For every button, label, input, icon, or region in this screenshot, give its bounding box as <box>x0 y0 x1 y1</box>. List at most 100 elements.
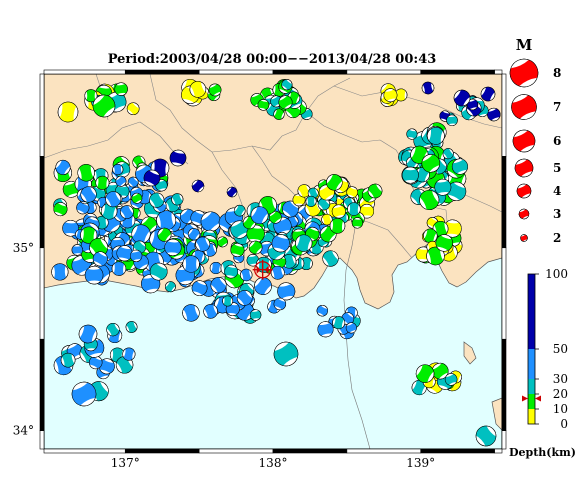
depth-color-band <box>528 394 535 409</box>
focal-mechanism-marker <box>171 193 184 206</box>
focal-mechanism-marker <box>271 234 290 253</box>
epicenter-arrows <box>256 265 269 274</box>
focal-mechanism-marker <box>427 127 445 145</box>
focal-mechanism-marker <box>329 218 346 234</box>
focal-mechanism-marker <box>141 274 161 294</box>
magnitude-legend-label: 2 <box>553 231 561 245</box>
focal-mechanism-marker <box>217 236 228 248</box>
focal-mechanism-marker <box>351 217 364 229</box>
depth-tick-label: 0 <box>560 417 568 431</box>
magnitude-legend-symbol <box>511 94 537 120</box>
focal-mechanism-marker <box>112 164 124 176</box>
epicenter-star-icon <box>252 259 273 280</box>
longitude-tick-label: 139° <box>406 456 435 470</box>
focal-mechanism-marker <box>115 175 127 187</box>
focal-mechanism-marker <box>401 166 419 184</box>
focal-mechanism-marker <box>188 228 201 241</box>
focal-mechanism-marker <box>80 186 97 203</box>
focal-mechanism-marker <box>347 202 361 216</box>
magnitude-legend-symbol <box>520 234 528 242</box>
focal-mechanism-marker <box>421 81 435 95</box>
depth-tick-label: 20 <box>553 387 568 401</box>
focal-mechanism-marker <box>295 234 313 252</box>
focal-mechanism-marker <box>277 282 296 301</box>
focal-mechanism-marker <box>156 210 177 231</box>
magnitude-legend: M 8 7 6 5 4 3 2 <box>509 36 561 245</box>
focal-mechanism-marker <box>71 381 97 407</box>
focal-mechanism-marker <box>114 82 128 96</box>
focal-mechanism-marker <box>189 81 207 98</box>
focal-mechanism-marker <box>236 290 253 306</box>
focal-mechanism-marker <box>55 159 71 175</box>
focal-mechanism-marker <box>406 128 418 140</box>
magnitude-legend-title: M <box>516 36 533 54</box>
focal-mechanism-marker <box>165 281 176 293</box>
focal-mechanism-marker <box>210 277 227 294</box>
focal-mechanism-marker <box>164 238 182 256</box>
focal-mechanism-marker <box>446 114 458 127</box>
focal-mechanism-marker <box>100 203 118 220</box>
magnitude-legend-symbol <box>512 129 536 153</box>
focal-mechanism-marker <box>444 373 458 386</box>
focal-mechanism-marker <box>421 154 441 173</box>
focal-mechanism-marker <box>443 219 462 238</box>
focal-mechanism-marker <box>431 362 449 380</box>
focal-mechanism-marker <box>270 265 285 280</box>
focal-mechanism-marker <box>273 341 299 367</box>
focal-mechanism-marker <box>116 245 133 262</box>
depth-marker-icon <box>522 395 541 402</box>
map-title: Period:2003/04/28 00:00−−2013/04/28 00:4… <box>108 52 437 67</box>
focal-mechanism-marker <box>95 175 110 190</box>
focal-mechanism-marker <box>331 204 346 219</box>
focal-mechanism-marker <box>442 148 454 160</box>
focal-mechanism-marker <box>435 234 453 252</box>
focal-mechanism-marker <box>149 262 168 281</box>
focal-mechanism-marker <box>157 227 172 242</box>
focal-mechanism-marker <box>126 102 140 116</box>
focal-mechanism-marker <box>269 210 282 224</box>
focal-mechanism-marker <box>415 364 435 383</box>
focal-mechanism-marker <box>453 89 471 107</box>
focal-mechanism-marker <box>332 316 346 330</box>
focal-mechanism-marker <box>240 268 253 282</box>
map-frame <box>39 69 507 454</box>
magnitude-legend-label: 6 <box>553 134 561 148</box>
focal-mechanism-marker <box>53 202 68 217</box>
focal-mechanism-marker <box>246 254 259 267</box>
focal-mechanism-marker <box>281 254 297 269</box>
focal-mechanism-marker <box>434 178 452 196</box>
magnitude-legend-symbol <box>516 183 532 199</box>
focal-mechanism-marker <box>182 255 200 273</box>
focal-mechanism-marker <box>317 321 334 338</box>
focal-mechanism-marker <box>122 347 136 361</box>
focal-mechanism-marker <box>84 89 98 103</box>
focal-mechanism-marker <box>273 108 285 120</box>
focal-mechanism-marker <box>120 205 134 219</box>
focal-mechanism-marker <box>182 304 200 322</box>
focal-mechanism-marker <box>419 189 440 210</box>
magnitude-legend-symbol <box>518 208 530 220</box>
focal-mechanism-marker <box>169 149 187 167</box>
focal-mechanism-marker <box>57 101 79 123</box>
focal-mechanism-marker <box>208 83 222 97</box>
magnitude-legend-label: 8 <box>553 66 561 80</box>
focal-mechanism-marker <box>248 240 263 255</box>
focal-mechanism-marker <box>326 174 343 191</box>
focal-mechanism-marker <box>127 176 139 188</box>
focal-mechanism-marker <box>475 425 497 447</box>
depth-scale-label: Depth(km) <box>509 446 576 459</box>
focal-mechanism-marker <box>226 186 238 198</box>
focal-mechanism-marker <box>191 179 205 193</box>
depth-color-band <box>528 349 535 379</box>
depth-tick-label: 50 <box>553 342 568 356</box>
focal-mechanism-marker <box>191 280 208 297</box>
depth-color-band <box>528 274 535 349</box>
magnitude-legend-label: 3 <box>553 207 561 221</box>
focal-mechanism-marker <box>203 304 218 319</box>
focal-mechanism-marker <box>105 191 122 208</box>
focal-mechanism-marker <box>89 355 103 370</box>
focal-mechanism-marker <box>92 251 108 267</box>
focal-mechanism-marker <box>257 99 270 111</box>
focal-mechanism-marker <box>230 243 245 257</box>
